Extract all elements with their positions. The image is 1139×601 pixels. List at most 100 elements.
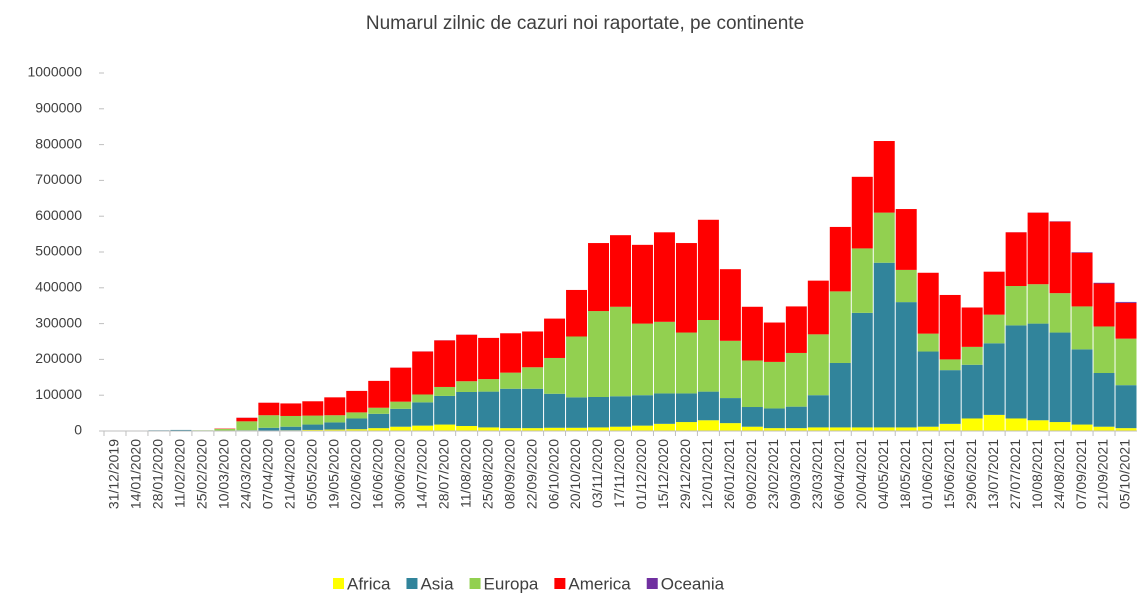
bar-segment: [720, 398, 741, 423]
x-tick-label: 29/12/2020: [677, 439, 693, 509]
bar-segment: [1094, 326, 1115, 373]
bar-segment: [368, 414, 389, 428]
bar-segment: [698, 392, 719, 421]
bar-segment: [544, 319, 565, 358]
x-tick-label: 29/06/2021: [963, 439, 979, 509]
bar-segment: [478, 392, 499, 428]
x-tick-label: 14/01/2020: [128, 439, 144, 509]
x-tick-label: 16/06/2020: [369, 439, 385, 509]
bar-segment: [698, 320, 719, 392]
y-tick-label: 900000: [35, 100, 82, 116]
bar-segment: [478, 379, 499, 392]
bar-segment: [500, 373, 521, 389]
bar-segment: [918, 427, 939, 431]
bar-segment: [544, 358, 565, 394]
x-tick-label: 07/04/2020: [260, 439, 276, 509]
x-tick-label: 05/10/2021: [1117, 439, 1133, 509]
bar-segment: [720, 341, 741, 398]
x-tick-label: 09/02/2021: [743, 439, 759, 509]
bar-segment: [522, 331, 543, 367]
x-tick-label: 21/04/2020: [282, 439, 298, 509]
bar-segment: [412, 402, 433, 425]
bar-segment: [368, 381, 389, 408]
bar-segment: [962, 347, 983, 365]
legend-swatch: [554, 578, 565, 589]
bar-segment: [1094, 284, 1115, 327]
y-tick-label: 500000: [35, 243, 82, 259]
bar-segment: [962, 365, 983, 419]
bar-segment: [434, 425, 455, 431]
legend-swatch: [470, 578, 481, 589]
bar-segment: [830, 291, 851, 363]
bar-segment: [984, 343, 1005, 415]
x-tick-label: 03/11/2020: [589, 439, 605, 508]
bar-segment: [742, 307, 763, 361]
chart-title: Numarul zilnic de cazuri noi raportate, …: [366, 13, 804, 34]
bar-segment: [500, 389, 521, 428]
bar-segment: [236, 418, 257, 422]
x-tick-label: 21/09/2021: [1095, 439, 1111, 509]
bar-segment: [412, 426, 433, 431]
bar-segment: [984, 315, 1005, 344]
bar-segment: [632, 426, 653, 431]
bar-segment: [566, 336, 587, 397]
x-tick-label: 10/08/2021: [1029, 439, 1045, 509]
bar-segment: [456, 335, 477, 382]
bar-segment: [610, 427, 631, 431]
bar-segment: [940, 359, 961, 370]
bar-segment: [940, 295, 961, 359]
bar-segment: [500, 333, 521, 372]
bar-segment: [566, 290, 587, 337]
bar-segment: [456, 392, 477, 426]
bar-segment: [654, 424, 675, 431]
bar-segment: [1116, 302, 1137, 303]
bar-segment: [1072, 425, 1093, 431]
legend-label: America: [568, 574, 631, 593]
bar-segment: [236, 421, 257, 430]
bar-segment: [390, 402, 411, 409]
bar-segment: [786, 353, 807, 407]
bar-segment: [654, 232, 675, 322]
x-tick-label: 25/02/2020: [194, 439, 210, 509]
bar-segment: [830, 227, 851, 291]
bar-segment: [654, 322, 675, 394]
x-tick-label: 11/08/2020: [457, 439, 473, 508]
y-tick-label: 200000: [35, 350, 82, 366]
bar-segment: [962, 418, 983, 431]
bar-segment: [874, 263, 895, 428]
bar-segment: [1094, 283, 1115, 284]
bar-segment: [478, 427, 499, 431]
bar-segment: [478, 338, 499, 379]
bar-segment: [852, 177, 873, 249]
bar-segment: [698, 220, 719, 320]
legend-label: Asia: [420, 574, 454, 593]
bar-segment: [896, 302, 917, 427]
bar-segment: [434, 340, 455, 387]
bar-segment: [588, 427, 609, 431]
bar-segment: [742, 360, 763, 407]
bar-segment: [412, 352, 433, 395]
bar-segment: [302, 416, 323, 425]
bar-segment: [390, 368, 411, 402]
y-tick-label: 100000: [35, 386, 82, 402]
bar-segment: [214, 429, 235, 431]
x-tick-label: 15/06/2021: [941, 439, 957, 509]
bar-segment: [302, 401, 323, 415]
bar-segment: [676, 243, 697, 332]
bar-segment: [390, 409, 411, 427]
y-tick-label: 300000: [35, 314, 82, 330]
bar-segment: [632, 324, 653, 396]
bar-segment: [764, 362, 785, 409]
bar-segment: [1116, 303, 1137, 339]
bar-segment: [830, 363, 851, 427]
bar-segment: [1028, 284, 1049, 323]
bar-segment: [1116, 339, 1137, 386]
x-tick-label: 12/01/2021: [699, 439, 715, 509]
bar-segment: [522, 367, 543, 388]
bar-segment: [764, 323, 785, 362]
bar-segment: [676, 333, 697, 394]
x-tick-label: 01/06/2021: [919, 439, 935, 509]
bar-segment: [720, 269, 741, 341]
bar-segment: [610, 307, 631, 397]
bar-segment: [390, 427, 411, 431]
